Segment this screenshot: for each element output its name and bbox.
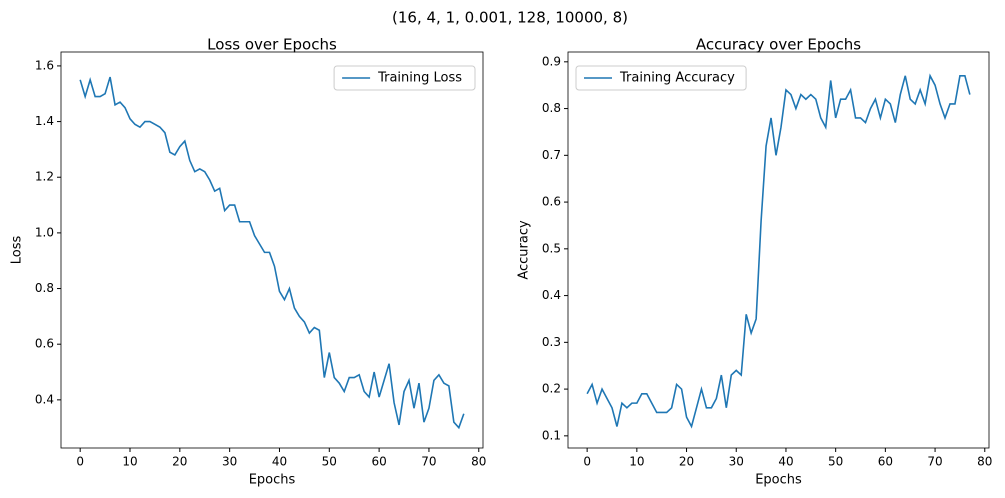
- x-tick-label: 40: [272, 455, 287, 469]
- x-tick-label: 0: [583, 455, 591, 469]
- x-axis-label: Epochs: [249, 473, 296, 488]
- legend-box: [333, 65, 476, 91]
- x-tick-label: 30: [729, 455, 744, 469]
- axes-frame: [60, 51, 484, 449]
- y-tick-label: 0.9: [542, 54, 561, 68]
- legend-box: [575, 65, 747, 91]
- x-tick-label: 60: [371, 455, 386, 469]
- figure-title: (16, 4, 1, 0.001, 128, 10000, 8): [392, 9, 628, 27]
- x-tick-label: 50: [828, 455, 843, 469]
- x-tick-label: 40: [778, 455, 793, 469]
- chart-title: Accuracy over Epochs: [696, 36, 861, 54]
- x-tick-label: 50: [322, 455, 337, 469]
- y-tick-label: 1.6: [35, 58, 54, 72]
- x-tick-label: 70: [927, 455, 942, 469]
- axes-frame: [567, 51, 990, 449]
- legend-label: Training Loss: [377, 71, 462, 86]
- y-tick-label: 1.4: [35, 114, 54, 128]
- x-tick-label: 10: [629, 455, 644, 469]
- y-tick-label: 0.6: [542, 195, 561, 209]
- y-tick-label: 0.1: [542, 428, 561, 442]
- y-tick-label: 1.2: [35, 170, 54, 184]
- x-tick-label: 80: [471, 455, 486, 469]
- x-tick-label: 60: [878, 455, 893, 469]
- y-tick-label: 0.8: [542, 101, 561, 115]
- chart-title: Loss over Epochs: [207, 36, 337, 54]
- line-series: [79, 76, 465, 430]
- x-tick-label: 10: [122, 455, 137, 469]
- x-tick-label: 80: [977, 455, 992, 469]
- y-tick-label: 0.2: [542, 382, 561, 396]
- x-tick-label: 30: [222, 455, 237, 469]
- y-tick-label: 0.4: [35, 392, 54, 406]
- x-tick-label: 20: [172, 455, 187, 469]
- y-tick-label: 0.5: [542, 241, 561, 255]
- y-tick-label: 0.7: [542, 148, 561, 162]
- y-axis-label: Accuracy: [517, 220, 532, 280]
- x-tick-label: 70: [421, 455, 436, 469]
- legend-label: Training Accuracy: [619, 71, 735, 86]
- y-tick-label: 1.0: [35, 225, 54, 239]
- y-axis-label: Loss: [10, 236, 25, 265]
- y-tick-label: 0.3: [542, 335, 561, 349]
- x-tick-label: 20: [679, 455, 694, 469]
- y-tick-label: 0.4: [542, 288, 561, 302]
- line-series: [586, 73, 971, 429]
- x-axis-label: Epochs: [755, 473, 802, 488]
- y-tick-label: 0.6: [35, 337, 54, 351]
- y-tick-label: 0.8: [35, 281, 54, 295]
- x-tick-label: 0: [76, 455, 84, 469]
